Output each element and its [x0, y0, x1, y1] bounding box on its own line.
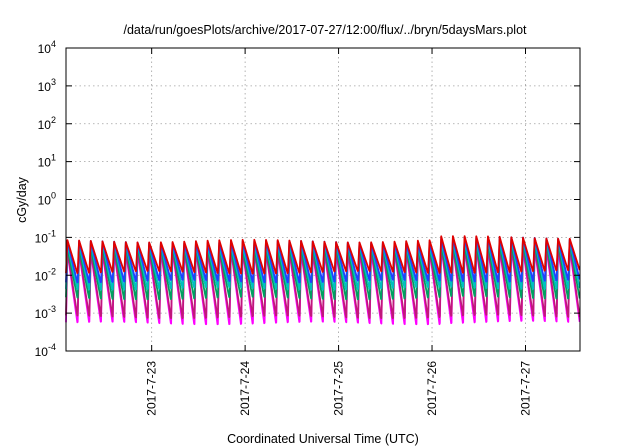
y-tick-label: 10-3: [35, 304, 56, 321]
x-tick-label: 2017-7-24: [238, 361, 252, 416]
x-tick-label: 2017-7-23: [145, 361, 159, 416]
y-tick-label: 103: [38, 77, 56, 94]
y-tick-label: 100: [38, 191, 56, 208]
x-tick-label: 2017-7-26: [425, 361, 439, 416]
y-tick-label: 10-2: [35, 266, 56, 283]
y-axis-label: cGy/day: [15, 176, 29, 223]
x-tick-label: 2017-7-25: [332, 361, 346, 416]
chart-title: /data/run/goesPlots/archive/2017-07-27/1…: [123, 23, 527, 37]
series-group: [65, 235, 581, 326]
x-axis-label: Coordinated Universal Time (UTC): [227, 432, 419, 446]
x-axis-ticks: 2017-7-23 2017-7-24 2017-7-25 2017-7-26 2017…: [145, 48, 532, 416]
y-tick-label: 102: [38, 115, 56, 132]
y-tick-label: 101: [38, 153, 56, 170]
y-tick-label: 10-1: [35, 228, 56, 245]
x-tick-label: 2017-7-27: [518, 361, 532, 416]
y-tick-label: 104: [38, 39, 56, 56]
series-line: [65, 235, 581, 275]
y-tick-label: 10-4: [35, 342, 56, 359]
